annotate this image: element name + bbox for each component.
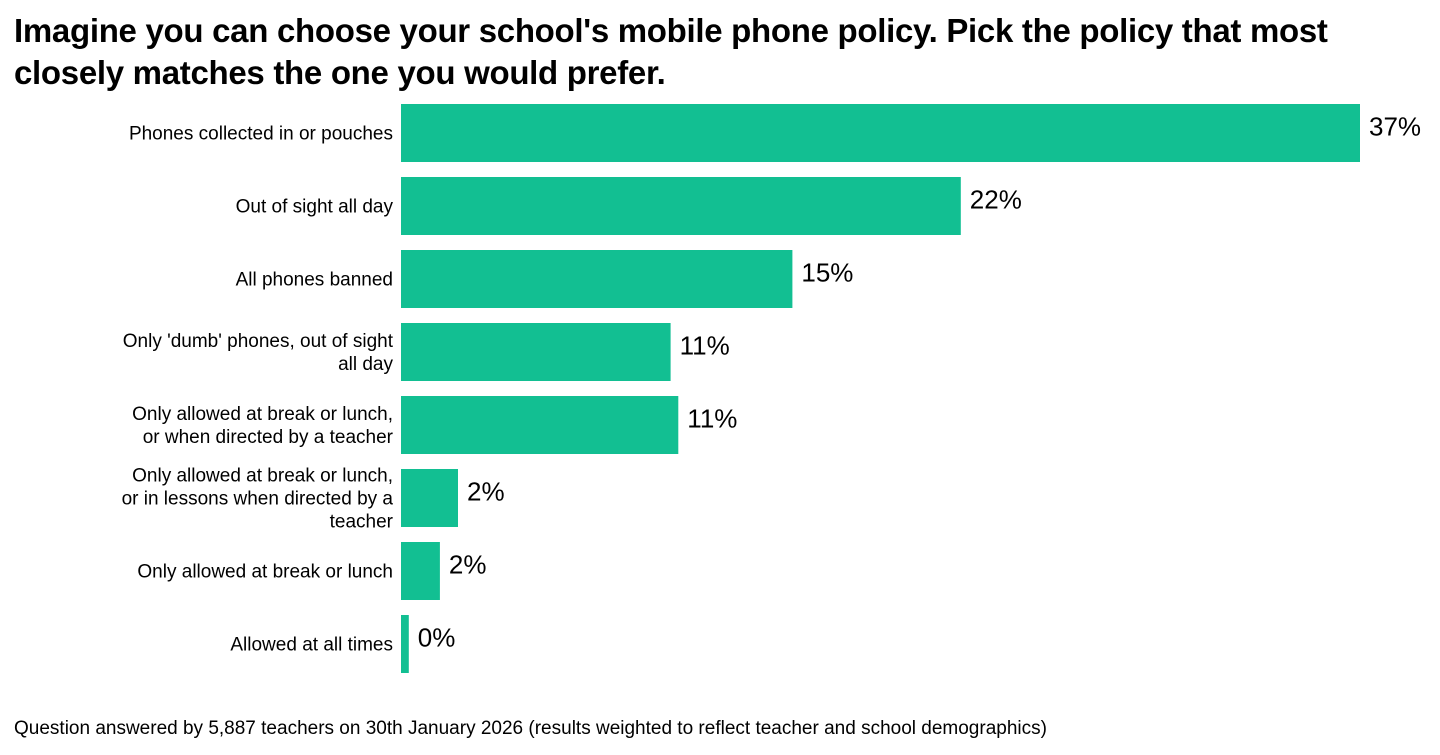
bar <box>401 396 679 454</box>
value-label: 37% <box>1369 112 1421 142</box>
value-label: 15% <box>801 258 853 288</box>
bar <box>401 177 961 235</box>
value-label: 2% <box>449 550 487 580</box>
value-label: 22% <box>970 185 1022 215</box>
category-label: All phones banned <box>236 270 393 291</box>
category-label: Allowed at all times <box>230 635 393 656</box>
category-label: Only allowed at break or lunch, or in les… <box>122 466 394 533</box>
category-label: Only 'dumb' phones, out of sight all day <box>123 331 394 375</box>
value-label: 11% <box>687 404 737 434</box>
chart-footnote: Question answered by 5,887 teachers on 3… <box>14 718 1047 739</box>
value-label: 2% <box>467 477 505 507</box>
bar <box>401 469 458 527</box>
bar <box>401 615 409 673</box>
value-label: 0% <box>418 623 456 653</box>
bar <box>401 323 671 381</box>
bar <box>401 250 793 308</box>
category-label: Phones collected in or pouches <box>129 124 393 145</box>
bar <box>401 542 440 600</box>
category-label: Out of sight all day <box>236 197 394 218</box>
category-label: Only allowed at break or lunch <box>137 562 393 583</box>
value-label: 11% <box>680 331 730 361</box>
chart-title: Imagine you can choose your school's mob… <box>14 12 1328 91</box>
category-label: Only allowed at break or lunch, or when d… <box>132 404 394 448</box>
bar <box>401 104 1360 162</box>
